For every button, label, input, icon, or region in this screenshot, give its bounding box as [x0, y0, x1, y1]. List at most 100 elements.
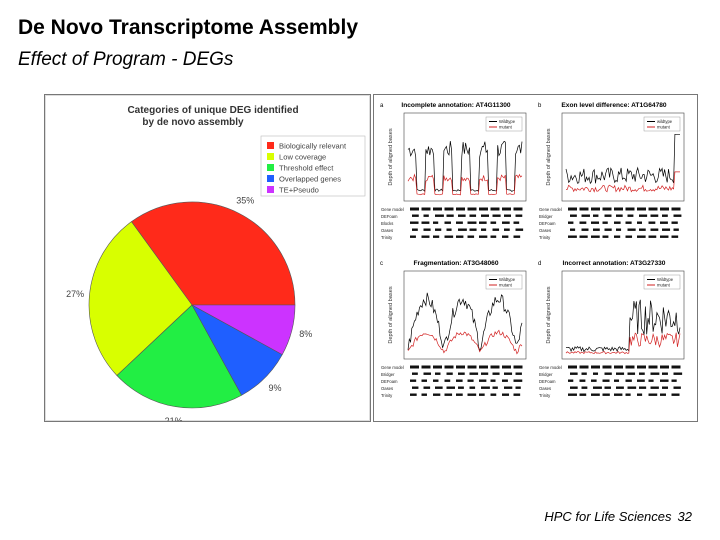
track-segment [481, 372, 489, 375]
track-segment [662, 214, 668, 217]
track-label-c-2: DEFoam [381, 379, 398, 384]
track-segment [446, 372, 453, 375]
track-segment [660, 235, 669, 238]
track-segment [602, 393, 610, 396]
track-segment [435, 372, 441, 375]
mutant-trace-d [565, 332, 681, 355]
track-segment [469, 228, 477, 231]
track-segment [421, 379, 427, 382]
slide-footer: HPC for Life Sciences 32 [544, 509, 692, 524]
track-segment [648, 393, 658, 396]
track-label-a-0: Gene model [381, 207, 404, 212]
track-segment [568, 235, 577, 238]
track-segment [625, 235, 633, 238]
track-segment [579, 393, 587, 396]
track-segment [446, 386, 455, 389]
slide-subtitle: Effect of Program - DEGs [18, 49, 234, 70]
pie-label-3: 9% [269, 383, 282, 393]
track-segment [627, 386, 637, 389]
legend-swatch-4 [267, 186, 274, 193]
track-segment [591, 221, 600, 224]
track-segment [579, 379, 586, 382]
track-label-d-2: DEFoam [539, 379, 556, 384]
track-segment [671, 379, 677, 382]
track-segment [591, 379, 597, 382]
track-segment [650, 372, 660, 375]
track-segment [602, 379, 610, 382]
track-segment [469, 214, 477, 217]
track-segment [660, 221, 668, 224]
coverage-figure: a Incomplete annotation: AT4G11300 Depth o… [380, 102, 685, 398]
track-segment [637, 207, 646, 211]
track-segment [502, 393, 510, 396]
track-segment [515, 386, 521, 389]
track-segment [639, 228, 646, 231]
track-label-a-4: Trinity [381, 235, 393, 240]
track-segment [591, 235, 600, 238]
mutant-trace-a [407, 173, 523, 196]
legend-swatch-3 [267, 175, 274, 182]
track-segment [467, 235, 475, 238]
pie-label-0: 35% [236, 195, 254, 205]
track-segment [433, 221, 439, 224]
y-axis-label-a: Depth of aligned bases [388, 128, 394, 185]
track-segment [513, 221, 520, 224]
pie-label-4: 8% [299, 329, 312, 339]
y-axis-label-d: Depth of aligned bases [546, 286, 552, 343]
track-segment [433, 393, 441, 396]
pie-chart: Categories of unique DEG identified by d… [66, 105, 366, 426]
track-segment [469, 386, 476, 389]
track-segment [490, 379, 496, 382]
track-segment [637, 393, 643, 396]
track-label-c-1: Bridger [381, 372, 395, 377]
track-segment [456, 221, 463, 224]
panel-letter-a: a [380, 103, 384, 109]
track-segment [593, 372, 599, 375]
track-segment [604, 386, 611, 389]
track-segment [602, 235, 609, 238]
track-segment [410, 221, 419, 224]
coverage-panel-a: a Incomplete annotation: AT4G11300 Depth o… [380, 102, 527, 240]
track-segment [504, 228, 510, 231]
track-segment [639, 214, 648, 217]
track-segment [456, 393, 463, 396]
track-segment [490, 235, 497, 238]
track-segment [410, 393, 417, 396]
track-segment [671, 207, 681, 211]
track-segment [421, 207, 431, 211]
track-segment [456, 207, 465, 211]
track-segment [593, 228, 600, 231]
legend-text-c-1: mutant [499, 283, 513, 288]
track-segment [479, 207, 488, 211]
track-segment [504, 372, 513, 375]
track-segment [591, 393, 600, 396]
track-segment [568, 379, 574, 382]
coverage-figure-panel: a Incomplete annotation: AT4G11300 Depth o… [373, 94, 698, 422]
track-segment [490, 207, 500, 211]
track-segment [614, 207, 623, 211]
track-label-b-2: DEFoam [539, 221, 556, 226]
track-segment [648, 365, 658, 369]
track-label-a-2: Blocks [381, 221, 393, 226]
track-segment [581, 228, 589, 231]
track-segment [504, 386, 513, 389]
track-label-a-3: Oases [381, 228, 393, 233]
track-segment [648, 235, 657, 238]
mutant-trace-b [566, 171, 680, 193]
track-segment [614, 379, 620, 382]
legend-text-a-1: mutant [499, 125, 513, 130]
slide-title: De Novo Transcriptome Assembly [18, 16, 358, 39]
pie-slice-biologically-relevant [131, 201, 296, 306]
track-segment [593, 214, 599, 217]
pie-label-1: 27% [66, 289, 84, 299]
track-segment [467, 365, 477, 369]
track-segment [502, 221, 510, 224]
track-segment [421, 365, 431, 369]
track-label-d-0: Gene model [539, 365, 562, 370]
pie-slice-threshold-effect [116, 304, 243, 409]
legend-label-3: Overlapped genes [279, 175, 341, 184]
panel-letter-b: b [538, 103, 542, 109]
track-segment [490, 393, 497, 396]
track-segment [660, 379, 669, 382]
track-segment [570, 386, 578, 389]
